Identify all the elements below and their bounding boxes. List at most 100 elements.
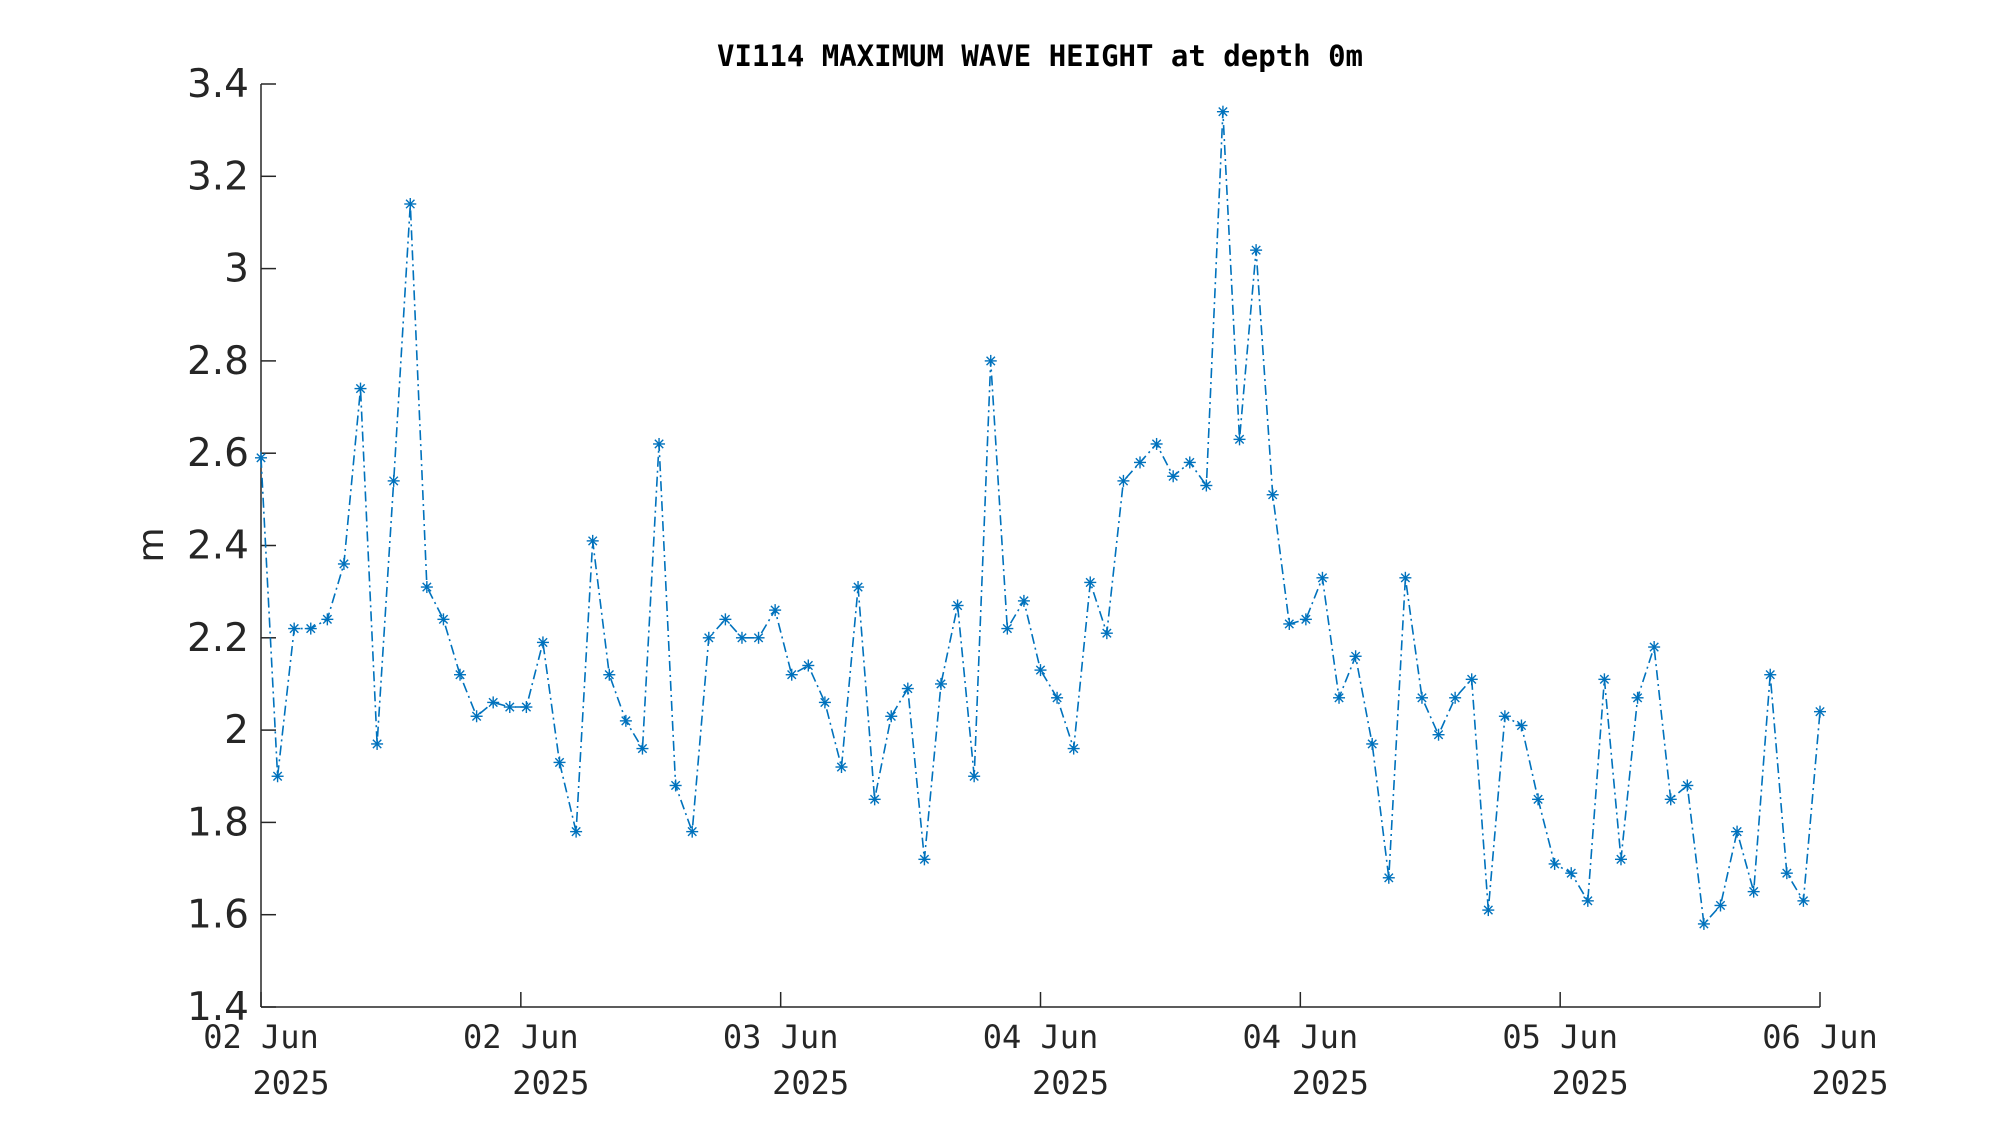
- data-point-marker: [1100, 627, 1113, 640]
- data-point-marker: [1565, 867, 1578, 880]
- data-point-marker: [1681, 779, 1694, 792]
- data-point-marker: [1581, 894, 1594, 907]
- x-tick-label-day: 06 Jun: [1762, 1018, 1878, 1056]
- data-point-marker: [1233, 433, 1246, 446]
- data-point-marker: [1780, 867, 1793, 880]
- data-point-marker: [1250, 244, 1263, 257]
- data-point-marker: [1167, 470, 1180, 483]
- data-point-marker: [785, 668, 798, 681]
- data-point-marker: [1134, 456, 1147, 469]
- data-point-marker: [470, 710, 483, 723]
- data-point-marker: [1449, 691, 1462, 704]
- data-point-marker: [1051, 691, 1064, 704]
- data-point-marker: [1117, 474, 1130, 487]
- data-point-marker: [1283, 617, 1296, 630]
- data-point-marker: [387, 474, 400, 487]
- data-point-marker: [702, 631, 715, 644]
- data-point-marker: [1814, 705, 1826, 718]
- x-tick-label-day: 02 Jun: [463, 1018, 579, 1056]
- series-markers: [255, 105, 1826, 930]
- y-tick-label: 1.4: [187, 985, 249, 1030]
- data-point-marker: [603, 668, 616, 681]
- y-axis-label: m: [131, 527, 172, 562]
- data-point-marker: [1731, 825, 1744, 838]
- y-axis-ticks: 1.4 1.6 1.8 2 2.2 2.4 2.6 2.8 3 3.2 3.4: [187, 62, 276, 1030]
- data-point-marker: [1482, 904, 1495, 917]
- data-point-marker: [1747, 885, 1760, 898]
- x-tick-label-year: 2025: [1292, 1064, 1369, 1102]
- data-point-marker: [337, 557, 350, 570]
- data-point-marker: [304, 622, 317, 635]
- data-point-marker: [1697, 917, 1710, 930]
- data-point-marker: [503, 701, 516, 714]
- data-point-marker: [288, 622, 301, 635]
- data-point-marker: [1764, 668, 1777, 681]
- data-point-marker: [1797, 894, 1810, 907]
- data-point-marker: [769, 604, 782, 617]
- data-point-marker: [536, 636, 549, 649]
- data-point-marker: [520, 701, 533, 714]
- data-point-marker: [719, 613, 732, 626]
- data-point-marker: [835, 761, 848, 774]
- data-point-marker: [1366, 737, 1379, 750]
- data-point-marker: [968, 770, 981, 783]
- chart-title: VI114 MAXIMUM WAVE HEIGHT at depth 0m: [717, 39, 1363, 73]
- data-point-marker: [868, 793, 881, 806]
- data-point-marker: [653, 437, 666, 450]
- data-point-marker: [1631, 691, 1644, 704]
- data-point-marker: [802, 659, 815, 672]
- data-point-marker: [1415, 691, 1428, 704]
- x-tick-label-day: 04 Jun: [1243, 1018, 1359, 1056]
- y-tick-label: 3.4: [187, 62, 249, 107]
- y-tick-label: 2.4: [187, 524, 249, 569]
- y-tick-label: 2.2: [187, 616, 249, 661]
- x-tick-label-day: 05 Jun: [1502, 1018, 1618, 1056]
- data-point-marker: [1532, 793, 1545, 806]
- data-point-marker: [1017, 594, 1030, 607]
- x-tick-label-year: 2025: [512, 1064, 589, 1102]
- data-point-marker: [354, 382, 367, 395]
- data-point-marker: [1333, 691, 1346, 704]
- data-point-marker: [885, 710, 898, 723]
- data-point-marker: [636, 742, 649, 755]
- data-point-marker: [818, 696, 831, 709]
- data-point-marker: [1498, 710, 1511, 723]
- data-point-marker: [1216, 105, 1229, 118]
- y-tick-label: 2: [224, 708, 249, 753]
- data-point-marker: [1714, 899, 1727, 912]
- data-point-marker: [1664, 793, 1677, 806]
- data-point-marker: [752, 631, 765, 644]
- data-point-marker: [1200, 479, 1213, 492]
- x-tick-label-day: 04 Jun: [983, 1018, 1099, 1056]
- data-point-marker: [918, 853, 931, 866]
- data-point-marker: [404, 197, 417, 210]
- data-point-marker: [951, 599, 964, 612]
- data-point-marker: [669, 779, 682, 792]
- data-point-marker: [1614, 853, 1627, 866]
- data-point-marker: [371, 737, 384, 750]
- data-point-marker: [1382, 871, 1395, 884]
- y-tick-label: 3: [224, 247, 249, 292]
- data-point-marker: [852, 581, 865, 594]
- data-point-marker: [1150, 437, 1163, 450]
- data-point-marker: [487, 696, 500, 709]
- data-point-marker: [1001, 622, 1014, 635]
- x-tick-label-year: 2025: [1032, 1064, 1109, 1102]
- data-point-marker: [1465, 673, 1478, 686]
- data-point-marker: [1299, 613, 1312, 626]
- data-point-marker: [901, 682, 914, 695]
- data-point-marker: [1399, 571, 1412, 584]
- data-point-marker: [437, 613, 450, 626]
- data-point-marker: [934, 677, 947, 690]
- data-point-marker: [570, 825, 583, 838]
- y-tick-label: 1.8: [187, 800, 249, 845]
- data-point-marker: [1183, 456, 1196, 469]
- data-point-marker: [1067, 742, 1080, 755]
- data-point-marker: [686, 825, 699, 838]
- data-point-marker: [1084, 576, 1097, 589]
- x-tick-label-year: 2025: [772, 1064, 849, 1102]
- data-point-marker: [255, 451, 267, 464]
- data-point-marker: [735, 631, 748, 644]
